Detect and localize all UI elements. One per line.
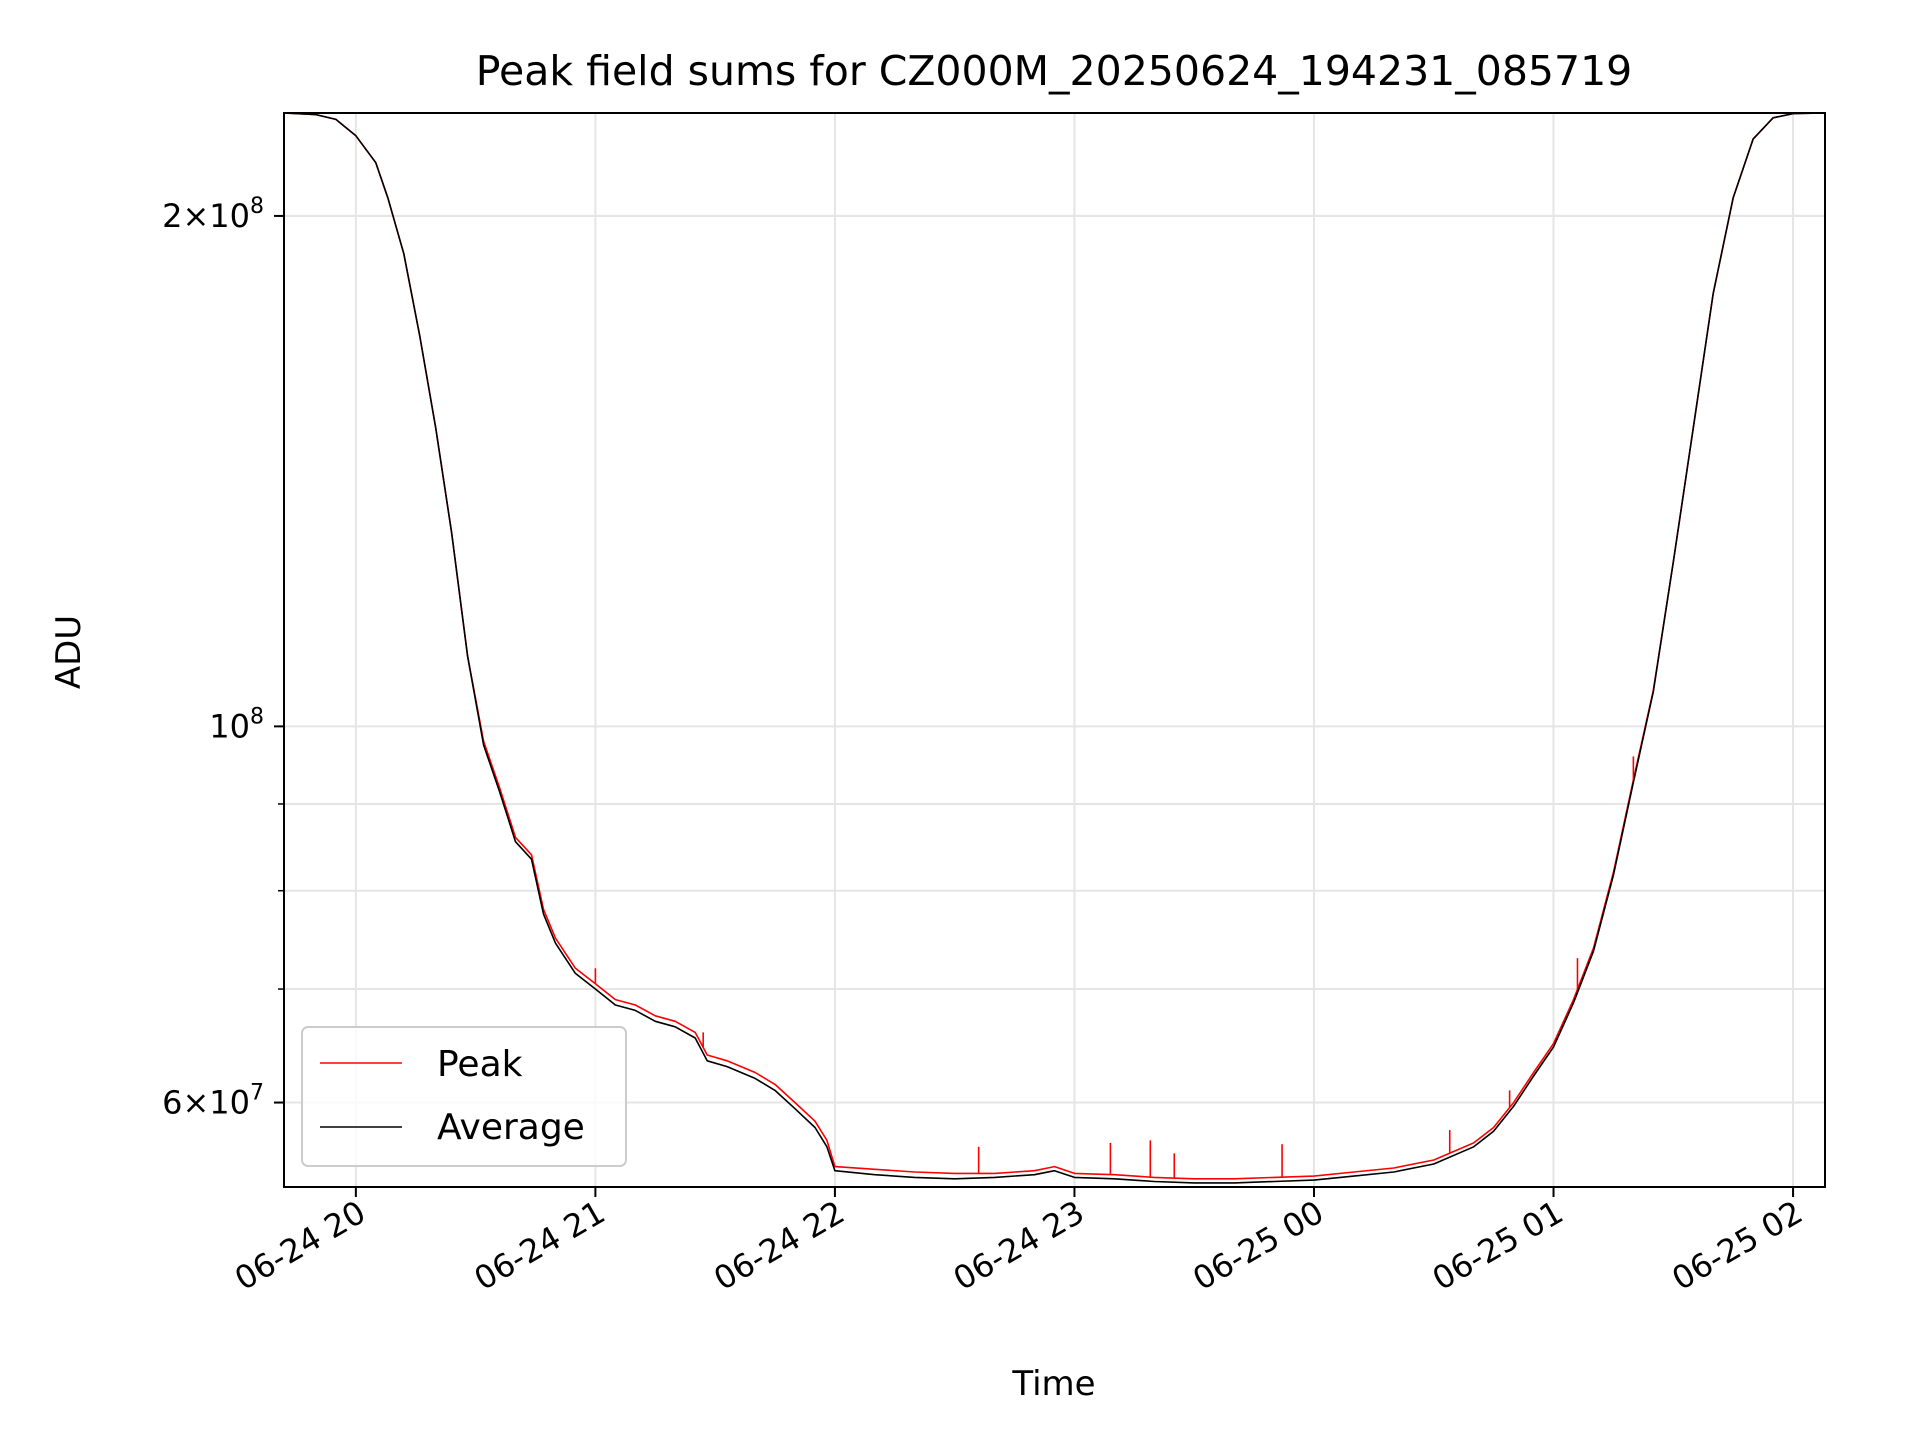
x-axis-label: Time	[1011, 1364, 1095, 1404]
legend: Peak Average	[301, 1026, 627, 1167]
y-axis-label: ADU	[49, 615, 89, 689]
y-tick-label: 108	[209, 704, 264, 745]
y-tick-label: 2×108	[162, 194, 264, 235]
legend-box	[301, 1026, 627, 1167]
y-tick-label: 6×107	[162, 1081, 264, 1122]
chart-title: Peak field sums for CZ000M_20250624_1942…	[476, 47, 1633, 95]
series-line-average	[283, 112, 1826, 1184]
plot-frame	[283, 112, 1826, 1188]
plot-lines	[283, 112, 1826, 1184]
y-axis: 6×107 108 2×108	[162, 194, 284, 1122]
legend-label-peak: Peak	[437, 1044, 523, 1085]
legend-label-average: Average	[437, 1107, 585, 1148]
